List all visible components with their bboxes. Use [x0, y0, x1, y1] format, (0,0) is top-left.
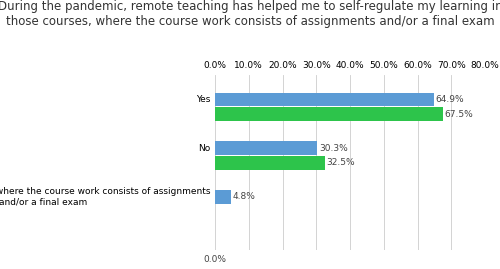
Bar — [215, 93, 434, 107]
Text: During the pandemic, remote teaching has helped me to self-regulate my learning : During the pandemic, remote teaching has… — [0, 0, 500, 28]
Bar — [215, 107, 443, 121]
Text: 64.9%: 64.9% — [436, 95, 464, 104]
Bar — [215, 190, 231, 204]
Text: 4.8%: 4.8% — [233, 192, 256, 201]
Text: 30.3%: 30.3% — [319, 144, 348, 153]
Text: 32.5%: 32.5% — [326, 158, 355, 167]
Text: 67.5%: 67.5% — [444, 110, 473, 119]
Text: 0.0%: 0.0% — [204, 255, 227, 264]
Bar — [215, 156, 324, 169]
Bar — [215, 141, 318, 155]
